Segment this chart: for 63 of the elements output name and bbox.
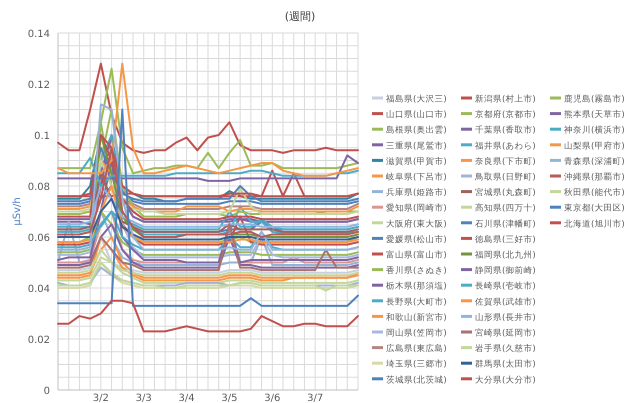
legend-label: 北海道(旭川市)	[564, 218, 625, 230]
legend-label: 山形県(長井市)	[475, 312, 536, 323]
legend-label: 福岡県(北九州)	[475, 250, 536, 260]
legend-label: 静岡県(御前崎)	[475, 265, 536, 276]
legend-label: 東京都(大田区)	[564, 202, 625, 214]
legend-label: 和歌山(新宮市)	[386, 312, 447, 323]
legend-label: 広島県(東広島)	[386, 343, 447, 354]
legend-label: 大分県(大分市)	[475, 374, 536, 386]
legend-label: 愛知県(岡崎市)	[386, 202, 447, 214]
legend-label: 山口県(山口市)	[386, 109, 447, 120]
legend-label: 大阪府(東大阪)	[386, 218, 447, 230]
legend-label: 山梨県(甲府市)	[564, 140, 625, 152]
legend-label: 神奈川(横浜市)	[564, 124, 625, 136]
legend-label: 宮崎県(延岡市)	[475, 328, 536, 338]
legend-label: 徳島県(三好市)	[475, 234, 536, 245]
legend-label: 富山県(富山市)	[386, 250, 447, 260]
y-tick-label: 0.02	[28, 335, 50, 346]
legend-label: 石川県(津幡町)	[475, 218, 536, 230]
legend-label: 栃木県(那須塩)	[386, 280, 447, 292]
legend-label: 岐阜県(下呂市)	[386, 172, 447, 182]
legend-label: 茨城県(北茨城)	[386, 374, 447, 386]
legend-label: 高知県(四万十)	[475, 202, 536, 214]
y-tick-label: 0.04	[28, 284, 50, 295]
legend-label: 青森県(深浦町)	[564, 156, 625, 167]
x-tick-label: 3/7	[307, 393, 324, 403]
legend-label: 岩手県(久慈市)	[475, 343, 536, 354]
legend-label: 新潟県(村上市)	[475, 94, 536, 104]
legend-label: 千葉県(香取市)	[475, 124, 536, 136]
y-tick-label: 0	[44, 386, 50, 397]
y-axis-title: μSv/h	[12, 197, 23, 226]
y-tick-label: 0.1	[34, 131, 50, 142]
legend-label: 佐賀県(武雄市)	[475, 296, 536, 308]
legend-label: 鹿児島(霧島市)	[564, 94, 625, 104]
legend-label: 岡山県(笠岡市)	[386, 328, 447, 338]
y-tick-label: 0.08	[28, 182, 50, 193]
chart-title: (週間)	[284, 10, 316, 23]
legend-label: 長崎県(壱岐市)	[475, 280, 536, 292]
x-tick-label: 3/5	[221, 393, 238, 403]
legend-label: 島根県(奥出雲)	[386, 124, 447, 136]
legend-label: 宮城県(丸森町)	[475, 187, 536, 198]
legend-label: 沖縄県(那覇市)	[564, 172, 625, 182]
legend-label: 京都府(京都市)	[475, 109, 536, 120]
legend-label: 秋田県(能代市)	[564, 187, 625, 198]
legend-label: 埼玉県(三郷市)	[385, 358, 447, 370]
legend-label: 福島県(大沢三)	[386, 94, 447, 104]
legend-label: 群馬県(太田市)	[475, 358, 536, 370]
x-tick-label: 3/2	[92, 393, 109, 403]
y-tick-label: 0.14	[28, 29, 50, 40]
legend-label: 香川県(さぬき)	[386, 265, 447, 276]
y-tick-label: 0.12	[28, 80, 50, 91]
legend-label: 滋賀県(甲賀市)	[386, 156, 447, 167]
y-tick-label: 0.06	[28, 233, 50, 244]
legend-label: 兵庫県(姫路市)	[386, 187, 447, 198]
x-tick-label: 3/4	[178, 393, 195, 403]
legend-label: 長野県(大町市)	[386, 296, 447, 308]
legend-label: 福井県(あわら)	[475, 140, 536, 152]
legend-label: 熊本県(天草市)	[564, 109, 625, 120]
x-tick-label: 3/6	[264, 393, 280, 403]
x-tick-label: 3/3	[136, 393, 152, 403]
legend-label: 奈良県(下市町)	[475, 156, 536, 167]
legend-label: 鳥取県(日野町)	[474, 172, 536, 182]
legend-label: 愛媛県(松山市)	[386, 234, 447, 245]
legend-label: 三重県(尾鷲市)	[386, 140, 447, 152]
